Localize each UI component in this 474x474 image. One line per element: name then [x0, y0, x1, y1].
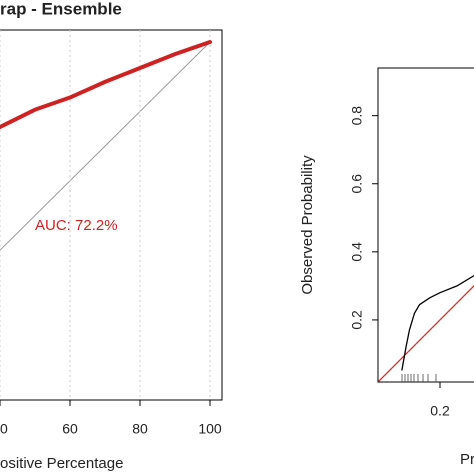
annotation: AUC: 72.2%	[35, 217, 118, 234]
left-frame	[0, 29, 223, 401]
x-tick-label: 80	[132, 421, 148, 437]
right-frame	[377, 67, 474, 383]
rug	[401, 374, 437, 382]
y-tick-label: 0.4	[349, 242, 365, 262]
x-tick-label: 100	[198, 421, 222, 437]
reference-line	[378, 284, 474, 382]
y-tick-label: 0.6	[349, 174, 365, 194]
y-tick-label: 0.8	[349, 106, 365, 126]
x-tick-label: 40	[0, 421, 8, 437]
y-tick-label: 0.2	[349, 310, 365, 330]
x-axis-label: ositive Percentage	[0, 455, 123, 472]
y-axis-label: Observed Probability	[299, 155, 316, 295]
x-axis-label: Pr	[460, 451, 474, 468]
line-series	[0, 40, 212, 130]
reference-line	[0, 41, 211, 251]
line-series	[401, 275, 474, 371]
x-tick-label: 0.2	[430, 403, 450, 419]
chart-title: rap - Ensemble	[0, 0, 122, 18]
x-tick-label: 60	[62, 421, 78, 437]
